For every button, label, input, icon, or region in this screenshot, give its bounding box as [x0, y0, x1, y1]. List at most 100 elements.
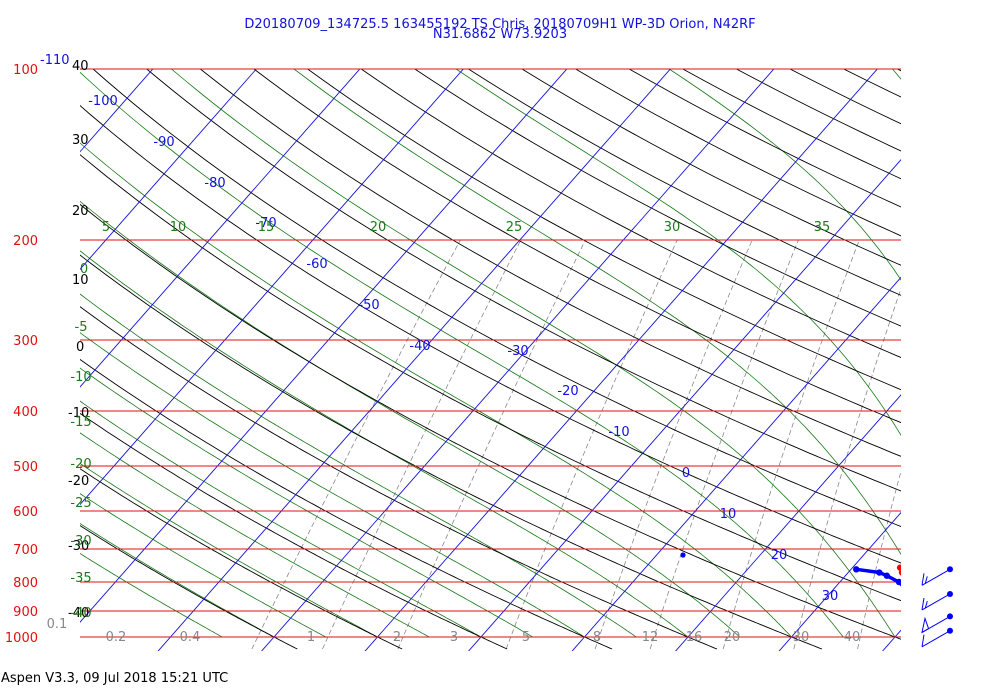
mixing-ratio-label: 12	[642, 630, 659, 645]
mixing-ratio-label: 3	[450, 630, 458, 645]
pressure-label: 600	[13, 505, 38, 520]
mixing-ratio-line	[942, 240, 1000, 649]
dewpoint-point	[903, 591, 909, 597]
mixing-ratio-line	[505, 239, 678, 650]
mixing-ratio-label: 0.1	[47, 617, 68, 632]
temperature-point	[938, 626, 944, 632]
moist-adiabat-line	[80, 367, 533, 638]
wind-barb-feather	[921, 573, 925, 586]
isotherm-line	[468, 159, 901, 651]
moist-adiabat-label: -5	[75, 320, 88, 335]
wind-barb-feather	[924, 576, 928, 584]
moist-adiabat-label: 30	[664, 220, 681, 235]
dewpoint-point	[883, 572, 891, 579]
isotherm-line	[882, 629, 901, 651]
isotherm-line	[80, 69, 568, 623]
dry-adiabats	[80, 56, 1000, 650]
pressure-label: 500	[13, 460, 38, 475]
mixing-ratio-line	[857, 469, 901, 650]
top-left-isotherm-label: -110	[40, 53, 70, 68]
moist-adiabat-label: -25	[70, 496, 91, 511]
temperature-profile-line	[898, 567, 901, 575]
dewpoint-point	[909, 624, 915, 630]
dry-adiabat-line	[842, 69, 901, 98]
isotherm-line	[778, 511, 901, 651]
dewpoint-point	[853, 566, 860, 573]
isotherms	[80, 69, 901, 651]
dewpoint-point	[895, 578, 901, 586]
dry-adiabat-line	[360, 69, 901, 358]
isotherm-line	[80, 69, 361, 388]
dry-adiabat-line	[80, 358, 613, 650]
dry-adiabat-line	[199, 69, 901, 457]
isotherm-line	[80, 69, 464, 506]
dry-adiabat-line	[80, 525, 298, 650]
chart-title-line2: N31.6862 W73.9203	[432, 27, 568, 42]
isotherm-label: 10	[720, 507, 737, 522]
height-label: -20	[68, 474, 89, 489]
mixing-ratio-label: 0.4	[180, 630, 201, 645]
isotherm-label: -80	[204, 176, 225, 191]
mixing-ratio-label: 16	[686, 630, 703, 645]
dewpoint-point	[913, 634, 919, 640]
dry-adiabat-line	[80, 254, 823, 650]
dry-adiabat-line	[92, 69, 901, 527]
dry-adiabat-line	[467, 69, 901, 296]
dewpoint-point	[905, 613, 911, 619]
pressure-lines	[80, 68, 901, 638]
moist-adiabat-line	[80, 493, 326, 638]
isotherm-line	[80, 69, 257, 271]
moist-adiabat-line	[80, 200, 741, 638]
wind-barb	[921, 613, 953, 634]
isotherm-label: -10	[608, 425, 629, 440]
dewpoint-point	[912, 629, 918, 635]
isotherm-label: -40	[409, 339, 430, 354]
dry-adiabat-line	[924, 56, 1000, 649]
mixing-ratio-label: 40	[844, 630, 861, 645]
dewpoint-point	[876, 569, 883, 576]
moist-adiabat-label: -40	[70, 606, 91, 621]
height-label: -40	[68, 606, 89, 621]
isotherm-label: -20	[557, 384, 578, 399]
wind-barb-pennant	[921, 616, 930, 634]
pressure-label: 100	[13, 63, 38, 78]
moist-adiabat-label: -20	[70, 457, 91, 472]
moist-adiabat-line	[80, 432, 430, 638]
isotherm-label: 0	[682, 466, 690, 481]
dry-adiabat-line	[896, 69, 901, 72]
dewpoint-point	[906, 597, 912, 603]
moist-adiabat-line	[80, 400, 482, 638]
moist-adiabat-line	[171, 69, 896, 638]
mixing-ratio-label: 5	[522, 630, 530, 645]
moist-adiabat-line	[80, 523, 275, 638]
dewpoint-point	[907, 619, 913, 625]
wind-barb-feather	[921, 634, 925, 647]
sounding-profiles	[680, 552, 944, 640]
isotherm-line	[571, 276, 901, 651]
isotherm-label: -70	[255, 216, 276, 231]
moist-adiabat-line	[80, 332, 585, 638]
isotherm-label: -60	[306, 257, 327, 272]
moist-adiabat-label: 15	[258, 220, 275, 235]
moist-adiabat-label: 25	[506, 220, 523, 235]
moist-adiabat-label: 0	[80, 262, 88, 277]
footer-text: Aspen V3.3, 09 Jul 2018 15:21 UTC	[1, 671, 229, 686]
dry-adiabat-line	[80, 306, 718, 650]
pressure-label: 200	[13, 234, 38, 249]
dewpoint-outlier-point	[680, 552, 686, 558]
moist-adiabat-line	[293, 69, 901, 556]
moist-adiabat-line	[80, 250, 689, 638]
dry-adiabat-line	[413, 69, 901, 327]
moist-adiabat-label: -35	[70, 571, 91, 586]
dry-adiabat-line	[80, 468, 403, 650]
dewpoint-point	[904, 608, 910, 614]
height-label: 20	[72, 204, 89, 219]
mixing-ratio-line	[905, 240, 1000, 649]
dry-adiabat-line	[80, 203, 901, 640]
moist-adiabat-label: 10	[170, 220, 187, 235]
isotherm-label: -90	[153, 135, 174, 150]
height-label: 10	[72, 273, 89, 288]
chart-title-line1: D20180709_134725.5 163455192 TS Chris, 2…	[244, 17, 756, 32]
wind-barb-shaft	[921, 630, 951, 648]
